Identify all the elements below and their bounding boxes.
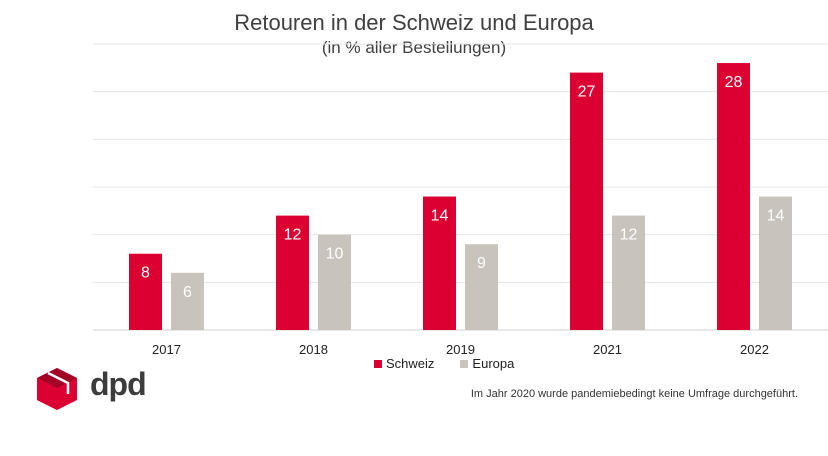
bar-schweiz-2022: [717, 63, 750, 331]
legend-item-schweiz: Schweiz: [374, 356, 434, 371]
legend: Schweiz Europa: [374, 356, 540, 371]
bar-schweiz-2018: [276, 215, 309, 330]
data-label-schweiz-2017: 8: [141, 265, 150, 282]
bar-schweiz-2017: [129, 253, 162, 330]
data-label-schweiz-2021: 27: [578, 84, 596, 101]
x-tick-label: 2019: [446, 342, 475, 357]
data-label-schweiz-2022: 28: [725, 74, 743, 91]
footnote: Im Jahr 2020 wurde pandemiebedingt keine…: [470, 388, 798, 400]
bar-europa-2017: [171, 272, 204, 330]
chart-subtitle: (in % aller Bestellungen): [321, 38, 507, 57]
bar-europa-2022: [759, 196, 792, 330]
x-tick-label: 2022: [740, 342, 769, 357]
data-label-europa-2022: 14: [767, 208, 785, 225]
x-tick-label: 2017: [152, 342, 181, 357]
bar-schweiz-2019: [423, 196, 456, 330]
dpd-logo-text: dpd: [90, 366, 147, 402]
data-label-europa-2018: 10: [326, 246, 344, 263]
data-label-europa-2017: 6: [183, 284, 192, 301]
data-label-schweiz-2019: 14: [431, 208, 449, 225]
chart-title: Retouren in der Schweiz und Europa: [234, 10, 594, 35]
x-tick-label: 2018: [299, 342, 328, 357]
data-label-europa-2019: 9: [477, 255, 486, 272]
bar-europa-2021: [612, 215, 645, 330]
legend-swatch-schweiz: [374, 359, 382, 368]
x-tick-label: 2021: [593, 342, 622, 357]
bar-chart: 8 6 2017 12 10 2018 14 9 2019 27 12 2021 28 14 2022: [93, 43, 828, 357]
bar-europa-2019: [465, 244, 498, 330]
bar-schweiz-2021: [570, 72, 603, 330]
legend-item-europa: Europa: [460, 356, 514, 371]
legend-label-schweiz: Schweiz: [386, 356, 435, 371]
dpd-cube-icon: [37, 368, 77, 410]
data-label-schweiz-2018: 12: [284, 227, 302, 244]
data-label-europa-2021: 12: [620, 227, 638, 244]
legend-swatch-europa: [460, 359, 469, 368]
bar-europa-2018: [318, 234, 351, 330]
legend-label-europa: Europa: [472, 356, 515, 371]
